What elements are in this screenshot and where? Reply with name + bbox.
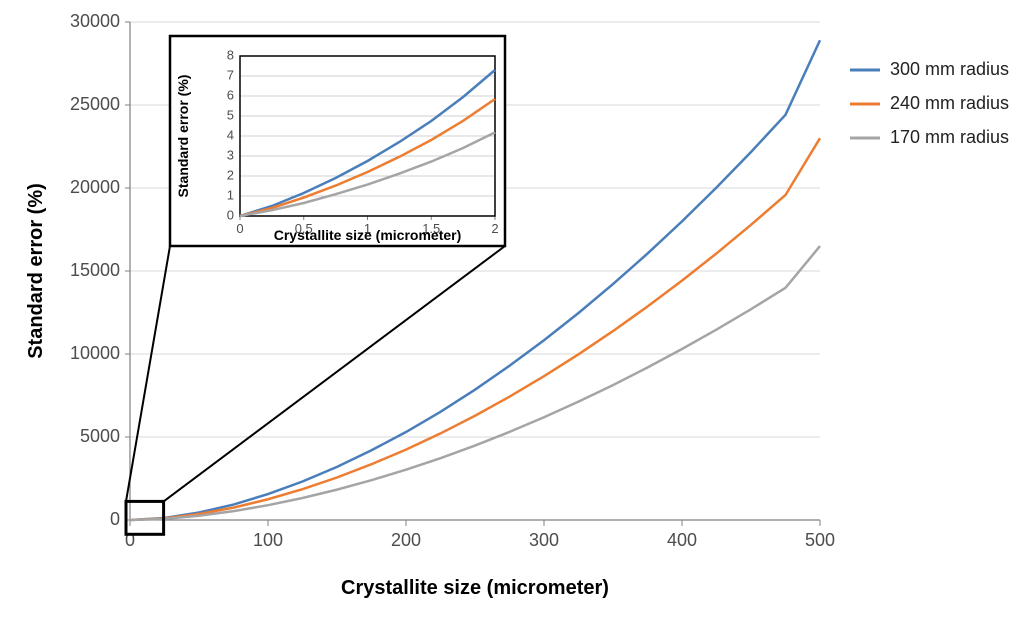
inset-y-axis-title: Standard error (%) <box>175 75 191 198</box>
x-tick-label: 100 <box>253 530 283 550</box>
y-tick-label: 20000 <box>70 177 120 197</box>
inset-y-tick-label: 6 <box>227 87 234 102</box>
legend-label: 240 mm radius <box>890 93 1009 113</box>
inset-y-tick-label: 7 <box>227 67 234 82</box>
x-tick-label: 500 <box>805 530 835 550</box>
inset-chart: 01234567800.511.52Crystallite size (micr… <box>170 36 505 246</box>
inset-x-axis-title: Crystallite size (micrometer) <box>274 227 462 243</box>
x-tick-label: 300 <box>529 530 559 550</box>
legend-label: 170 mm radius <box>890 127 1009 147</box>
inset-y-tick-label: 5 <box>227 107 234 122</box>
y-tick-label: 30000 <box>70 11 120 31</box>
y-tick-label: 10000 <box>70 343 120 363</box>
y-tick-label: 15000 <box>70 260 120 280</box>
inset-y-tick-label: 2 <box>227 167 234 182</box>
y-tick-label: 5000 <box>80 426 120 446</box>
inset-y-tick-label: 1 <box>227 187 234 202</box>
chart-container: 0500010000150002000025000300000100200300… <box>0 0 1024 631</box>
inset-y-tick-label: 0 <box>227 207 234 222</box>
inset-x-tick-label: 0 <box>236 221 243 236</box>
y-tick-label: 25000 <box>70 94 120 114</box>
inset-y-tick-label: 3 <box>227 147 234 162</box>
y-tick-label: 0 <box>110 509 120 529</box>
chart-svg: 0500010000150002000025000300000100200300… <box>0 0 1024 631</box>
x-tick-label: 200 <box>391 530 421 550</box>
x-tick-label: 400 <box>667 530 697 550</box>
y-axis-title: Standard error (%) <box>25 183 47 359</box>
legend-label: 300 mm radius <box>890 59 1009 79</box>
inset-y-tick-label: 8 <box>227 47 234 62</box>
inset-x-tick-label: 2 <box>491 221 498 236</box>
inset-y-tick-label: 4 <box>227 127 234 142</box>
x-axis-title: Crystallite size (micrometer) <box>341 577 609 599</box>
